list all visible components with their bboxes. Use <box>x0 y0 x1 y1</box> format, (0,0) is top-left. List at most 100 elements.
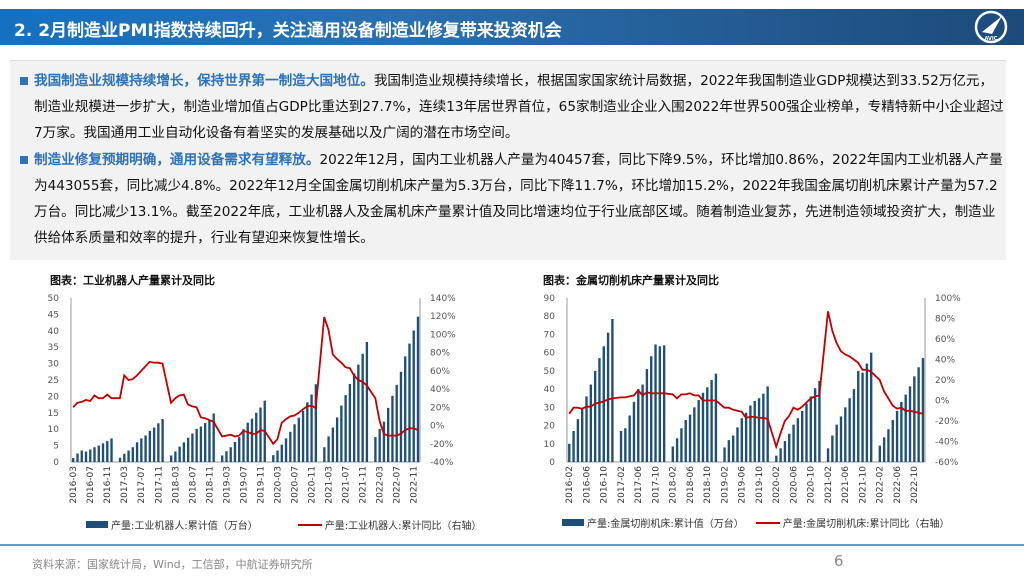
y-tick-label: 90 <box>544 294 556 304</box>
footer-divider <box>0 544 1024 546</box>
svg-text:AVIC: AVIC <box>985 36 998 42</box>
y-tick-label: 0 <box>53 458 59 468</box>
bar <box>723 447 726 462</box>
bar <box>706 387 709 462</box>
bar <box>650 356 653 462</box>
bar <box>161 419 164 462</box>
legend-line-swatch <box>297 523 322 526</box>
bar <box>568 443 571 462</box>
x-tick-label: 2019-06 <box>738 466 748 504</box>
bar <box>208 420 211 462</box>
bar <box>331 427 335 462</box>
bar <box>131 447 134 462</box>
bar <box>857 370 860 462</box>
bar <box>293 424 296 462</box>
bar <box>680 428 683 462</box>
bar <box>572 431 575 462</box>
bar <box>186 437 190 462</box>
y2-tick-label: 80% <box>430 349 450 359</box>
bar <box>301 410 305 462</box>
x-tick-label: 2017-06 <box>634 466 644 504</box>
bar <box>412 330 415 462</box>
x-tick-label: 2017-07 <box>137 466 147 504</box>
y-tick-label: 50 <box>48 294 60 304</box>
x-tick-label: 2016-10 <box>600 466 610 504</box>
x-tick-label: 2019-10 <box>755 466 765 504</box>
bar <box>297 417 300 462</box>
source-note: 资料来源：国家统计局，Wind，工信部，中航证券研究所 <box>32 558 313 571</box>
bar <box>775 455 778 462</box>
bullet-icon <box>20 156 28 164</box>
x-tick-label: 2016-11 <box>103 466 113 504</box>
bar <box>671 446 674 462</box>
bar <box>645 369 649 462</box>
bar <box>221 455 224 462</box>
bar <box>757 398 761 462</box>
bar <box>581 409 584 462</box>
bar <box>788 433 791 462</box>
bar <box>314 384 318 462</box>
avic-logo-icon: AVIC <box>974 10 1008 44</box>
legend-label: 产量:工业机器人:累计值（万台） <box>111 521 258 532</box>
bar <box>762 393 765 462</box>
bar <box>340 405 343 462</box>
y-tick-label: 20 <box>544 422 556 432</box>
bar <box>404 356 407 462</box>
bar <box>861 372 864 462</box>
y2-tick-label: -60% <box>935 458 959 468</box>
x-tick-label: 2018-11 <box>205 466 215 504</box>
legend-bar-swatch <box>562 519 584 526</box>
summary-box: 我国制造业规模持续增长，保持世界第一制造大国地位。我国制造业规模持续增长，根据国… <box>10 60 1006 260</box>
bar <box>637 389 640 462</box>
x-tick-label: 2020-06 <box>789 466 799 504</box>
bar <box>585 396 588 462</box>
bar <box>895 410 899 462</box>
bar <box>157 423 160 462</box>
y-tick-label: 70 <box>544 330 556 340</box>
bar <box>839 416 843 462</box>
bar <box>399 371 403 462</box>
bar <box>684 420 687 462</box>
bar <box>753 400 756 462</box>
y-tick-label: 35 <box>48 343 59 353</box>
bar <box>921 358 925 462</box>
y2-tick-label: -40% <box>935 438 959 448</box>
bar <box>865 363 869 462</box>
chart-title-robots: 图表：工业机器人产量累计及同比 <box>50 274 215 287</box>
legend-machine-tools: 产量:金属切削机床:累计值（万台） 产量:金属切削机床:累计同比（右轴） <box>562 515 950 530</box>
y-tick-label: 30 <box>544 403 556 413</box>
bar <box>835 424 838 462</box>
slide-title: 2. 2月制造业PMI指数持续回升，关注通用设备制造业修复带来投资机会 <box>14 21 562 41</box>
bar <box>289 431 292 462</box>
bar <box>344 395 347 462</box>
bar <box>238 437 241 462</box>
paragraph-recovery: 制造业修复预期明确，通用设备需求有望释放。2022年12月，国内工业机器人产量为… <box>20 147 1004 251</box>
bar <box>818 380 821 462</box>
bar <box>731 435 735 462</box>
y2-tick-label: 140% <box>430 294 456 304</box>
bar <box>693 407 696 462</box>
paragraph-body: 我国制造业规模持续增长，根据国家国家统计局数据，2022年我国制造业GDP规模达… <box>34 73 1004 141</box>
y2-tick-label: 40% <box>935 356 955 366</box>
bar <box>870 352 873 462</box>
paragraph-body: 2022年12月，国内工业机器人产量为40457套，同比下降9.5%，环比增加0… <box>34 152 1003 246</box>
x-tick-label: 2016-06 <box>582 466 592 504</box>
bar <box>191 433 194 462</box>
bar <box>101 443 105 462</box>
bar <box>106 441 109 462</box>
x-tick-label: 2017-03 <box>120 466 130 504</box>
bar <box>306 402 309 462</box>
bar <box>140 438 143 462</box>
legend-robots: 产量:工业机器人:累计值（万台） 产量:工业机器人:累计同比（右轴） <box>86 517 482 532</box>
bar <box>593 370 597 462</box>
bar <box>740 418 743 462</box>
bar <box>606 332 610 462</box>
bar <box>72 458 75 462</box>
bar <box>357 364 360 462</box>
paragraph-scale: 我国制造业规模持续增长，保持世界第一制造大国地位。我国制造业规模持续增长，根据国… <box>20 68 1004 146</box>
bar <box>848 398 851 462</box>
bar <box>887 429 890 462</box>
x-tick-label: 2021-06 <box>841 466 851 504</box>
x-tick-label: 2022-06 <box>893 466 903 504</box>
bar <box>391 395 394 462</box>
